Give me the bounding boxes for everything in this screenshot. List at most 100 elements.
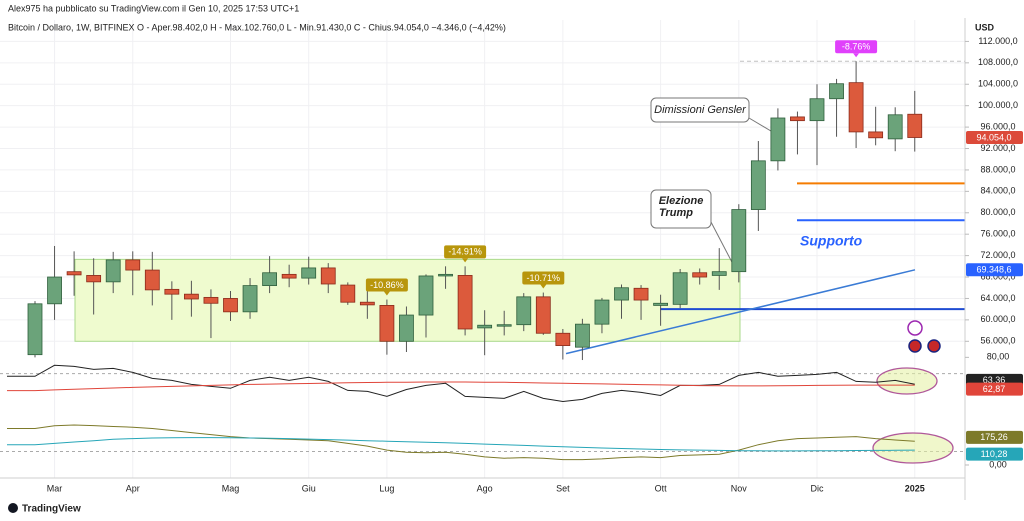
y-tick-label: 64.000,0 (980, 293, 1015, 303)
y-tick-label: 76.000,0 (980, 229, 1015, 239)
callout-pointer (540, 284, 547, 289)
candle-body (399, 314, 414, 342)
x-tick-label: Mag (222, 483, 240, 493)
callout-label: -8.76% (842, 42, 871, 52)
price-label: 62,87 (983, 384, 1006, 394)
candle-body (653, 302, 668, 306)
candle-body (594, 299, 610, 325)
callout-pointer (853, 53, 860, 58)
y-tick-label: 80.000,0 (980, 207, 1015, 217)
candle-body (711, 271, 727, 276)
price-label: 175,26 (980, 432, 1008, 442)
y-tick-label: 80,00 (987, 352, 1010, 362)
indicator-line (7, 364, 915, 403)
highlight-ellipse (872, 432, 954, 464)
price-label: 94.054,0 (976, 132, 1011, 142)
price-label: 69.348,6 (976, 265, 1011, 275)
candle-body (848, 82, 864, 133)
y-tick-label: 108.000,0 (978, 57, 1018, 67)
y-tick-label: 92.000,0 (980, 143, 1015, 153)
event-icon[interactable] (908, 339, 922, 353)
candle-body (27, 303, 43, 356)
callout-label: -10.86% (370, 280, 404, 290)
highlight-ellipse (876, 367, 938, 395)
brand: TradingView (22, 504, 81, 515)
trend-line (565, 269, 916, 355)
y-tick-label: 68.000,0 (980, 271, 1015, 281)
x-tick-label: Set (556, 483, 570, 493)
callout-label: -14.91% (448, 247, 482, 257)
annotation-pointer (710, 221, 736, 269)
candle-body (516, 296, 532, 326)
event-icon[interactable] (907, 320, 923, 336)
candle-body (47, 276, 62, 305)
candle-body (125, 259, 141, 271)
candle-body (809, 98, 825, 122)
indicator-line (7, 437, 915, 452)
candle-body (340, 284, 356, 303)
caption: Alex975 ha pubblicato su TradingView.com… (8, 3, 299, 13)
price-label: 110,28 (981, 449, 1008, 459)
callout-box (522, 271, 565, 285)
candle-body (183, 293, 199, 300)
candle-body (301, 267, 317, 279)
candle-body (477, 324, 493, 329)
candle-body (66, 271, 82, 276)
candle-body (868, 131, 884, 139)
x-tick-label: Mar (47, 483, 63, 493)
candle-body (535, 296, 551, 334)
y-tick-label: 100.000,0 (978, 100, 1018, 110)
price-label-box (966, 263, 1023, 277)
price-label: 63,36 (983, 375, 1006, 385)
candle-body (770, 117, 786, 162)
annotation: Elezione (659, 195, 704, 207)
price-label-box (966, 430, 1023, 444)
candle-body (887, 114, 903, 140)
candle-body (829, 83, 844, 100)
candle-body (750, 160, 766, 210)
candle-body (242, 285, 258, 313)
x-tick-label: Nov (731, 483, 748, 493)
x-tick-label: 2025 (905, 483, 925, 493)
candle-body (555, 332, 571, 346)
candle-body (633, 287, 649, 301)
y-tick-label: 0,00 (989, 459, 1007, 469)
callout-box (835, 40, 878, 54)
annotation-box (650, 97, 750, 123)
candle-body (105, 259, 121, 283)
candle-body (203, 296, 219, 304)
callout-box (365, 278, 408, 292)
callout-pointer (383, 291, 390, 296)
event-icon[interactable] (927, 339, 941, 353)
annotation: Trump (659, 207, 693, 219)
candle-body (438, 273, 453, 277)
annotation: Supporto (800, 233, 863, 249)
currency: USD (975, 22, 995, 32)
x-tick-label: Lug (379, 483, 394, 493)
candle-body (692, 272, 708, 278)
brand-logo (8, 503, 18, 513)
candle-body (496, 324, 512, 327)
candle-body (418, 275, 434, 316)
candle-body (164, 288, 180, 295)
y-tick-label: 104.000,0 (978, 79, 1018, 89)
indicator-line (7, 424, 915, 461)
callout-pointer (462, 258, 469, 263)
candle-body (907, 113, 923, 138)
price-label-box (966, 131, 1023, 145)
candle-body (731, 209, 747, 273)
candle-body (359, 301, 375, 306)
y-tick-label: 112.000,0 (978, 36, 1017, 46)
y-tick-label: 60.000,0 (980, 314, 1015, 324)
candle-body (379, 305, 395, 342)
indicator-line (7, 381, 915, 392)
x-tick-label: Dic (811, 483, 824, 493)
candle-body (672, 272, 688, 305)
x-tick-label: Ott (655, 483, 668, 493)
candle-body (223, 298, 238, 313)
x-tick-label: Apr (126, 483, 140, 493)
y-tick-label: 72.000,0 (980, 250, 1015, 260)
price-label-box (966, 447, 1023, 461)
